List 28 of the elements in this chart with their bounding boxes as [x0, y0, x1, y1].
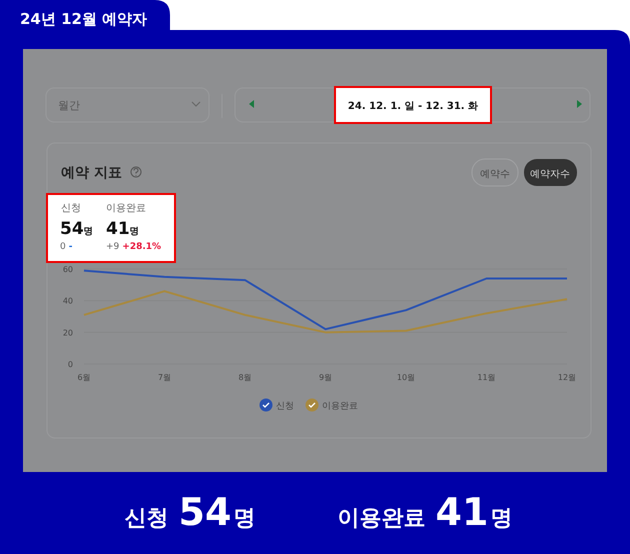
y-tick-label: 60 [62, 265, 73, 274]
x-tick-label: 11월 [477, 373, 496, 382]
x-tick-label: 12월 [558, 373, 576, 382]
text: 이용완료 [106, 203, 146, 214]
text: 54명 [60, 219, 93, 239]
x-tick-label: 6월 [77, 373, 91, 382]
line-series [83, 270, 568, 330]
text: +9 +28.1% [106, 242, 162, 252]
text: 예약 지표 [61, 165, 122, 181]
x-tick-label: 9월 [318, 373, 332, 382]
y-tick-label: 0 [68, 360, 73, 369]
y-tick-label: 40 [62, 296, 73, 306]
y-tick-label: 20 [62, 328, 73, 338]
x-tick-label: 8월 [238, 373, 252, 382]
x-tick-label: 7월 [158, 373, 172, 382]
x-tick-label: 10월 [396, 373, 416, 382]
text: 예약자수 [530, 169, 570, 180]
text: 신청 54명 [124, 490, 256, 534]
chart-title: 24년 12월 예약자 [20, 10, 148, 28]
text: 신청 [61, 203, 81, 214]
legend-label: 신청 [276, 402, 294, 412]
line-series [83, 290, 568, 334]
legend-label: 이용완료 [322, 402, 358, 412]
text: 0 - [60, 242, 73, 252]
text: 예약수 [480, 169, 510, 180]
text: 월간 [58, 99, 80, 112]
text: 24. 12. 1. 일 - 12. 31. 화 [348, 101, 478, 112]
text: 41명 [106, 219, 139, 239]
